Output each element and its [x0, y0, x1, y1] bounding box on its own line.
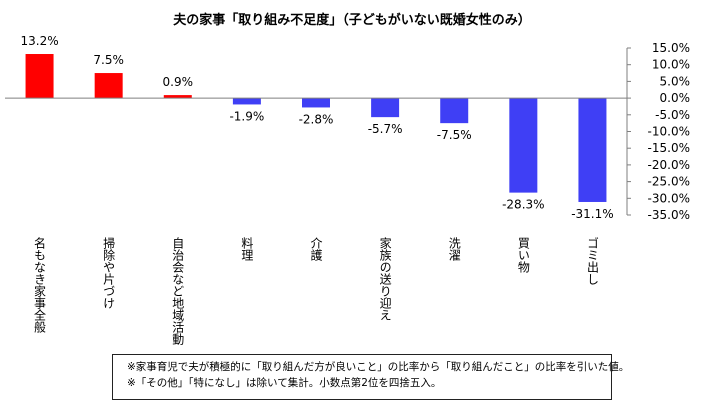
y-tick-label-3: 5.0% [660, 74, 691, 88]
y-tick-label-9: -25.0% [648, 175, 690, 189]
footnote-2: ※「その他」「特になし」は除いて集計。小数点第2位を四捨五入。 [127, 377, 442, 389]
data-label-7: -7.5% [437, 128, 472, 142]
y-tick-label-6: -10.0% [648, 125, 690, 139]
bar-9 [578, 98, 607, 202]
y-tick-label-1: 15.0% [652, 41, 690, 55]
data-labels-group: 13.2% 7.5% 0.9% -1.9% -2.8% -5.7% -7.5% -28.3% -… [20, 34, 613, 221]
category-label-9: ゴミ出し [585, 236, 599, 285]
bar-2 [94, 73, 123, 99]
y-tick-label-4: 0.0% [660, 91, 691, 105]
bars-group [25, 54, 607, 202]
bar-6 [371, 98, 400, 118]
category-label-3: 自治会など地域活動 [171, 237, 185, 345]
data-label-4: -1.9% [229, 109, 264, 123]
bar-3 [163, 95, 192, 99]
category-label-7: 洗濯 [447, 237, 461, 262]
y-tick-label-5: -5.0% [655, 108, 690, 122]
bar-5 [302, 98, 330, 108]
bar-4 [232, 98, 261, 105]
bar-8 [509, 98, 538, 193]
category-label-5: 介護 [309, 237, 323, 262]
category-label-1: 名もなき家事全般 [33, 236, 47, 333]
bar-1 [25, 54, 54, 99]
data-label-3: 0.9% [163, 75, 194, 89]
data-label-8: -28.3% [502, 198, 544, 212]
y-tick-label-10: -30.0% [648, 191, 690, 205]
y-axis: 15.0% 10.0% 5.0% 0.0% -5.0% -10.0% -15.0% -20.0… [5, 41, 690, 222]
footnote-box: ※家事育児で夫が積極的に「取り組んだ方が良いこと」の比率から「取り組んだこと」の… [112, 354, 630, 400]
y-tick-label-8: -20.0% [648, 158, 690, 172]
category-label-6: 家族の送り迎え [378, 236, 392, 321]
data-label-2: 7.5% [93, 53, 124, 67]
data-label-5: -2.8% [299, 112, 334, 126]
footnote-1: ※家事育児で夫が積極的に「取り組んだ方が良いこと」の比率から「取り組んだこと」の… [127, 361, 630, 373]
category-label-2: 掃除や片づけ [102, 236, 116, 309]
category-label-8: 買い物 [516, 237, 530, 273]
data-label-9: -31.1% [571, 207, 613, 221]
category-label-4: 料理 [240, 237, 254, 261]
y-tick-label-11: -35.0% [648, 208, 690, 222]
y-tick-label-2: 10.0% [652, 58, 690, 72]
chart-title: 夫の家事「取り組み不足度」（子どもがいない既婚女性のみ） [173, 12, 531, 28]
data-label-6: -5.7% [368, 122, 403, 136]
y-tick-label-7: -15.0% [648, 141, 690, 155]
bar-7 [440, 98, 469, 124]
category-labels-group: 名もなき家事全般 掃除や片づけ 自治会など地域活動 料理 介護 家族の送り迎え 洗濯 買い物 ゴ… [33, 236, 600, 345]
data-label-1: 13.2% [20, 34, 58, 48]
